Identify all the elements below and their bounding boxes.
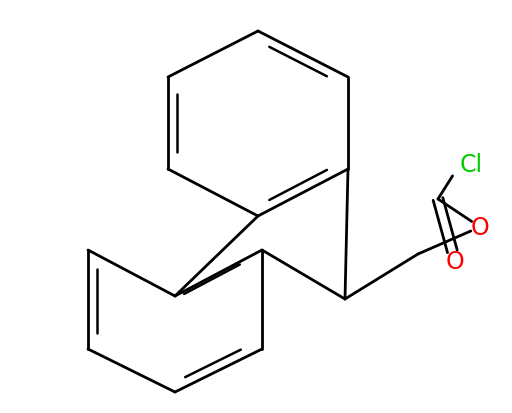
Text: O: O [445, 249, 464, 273]
Text: Cl: Cl [460, 153, 483, 177]
Text: O: O [471, 216, 489, 240]
